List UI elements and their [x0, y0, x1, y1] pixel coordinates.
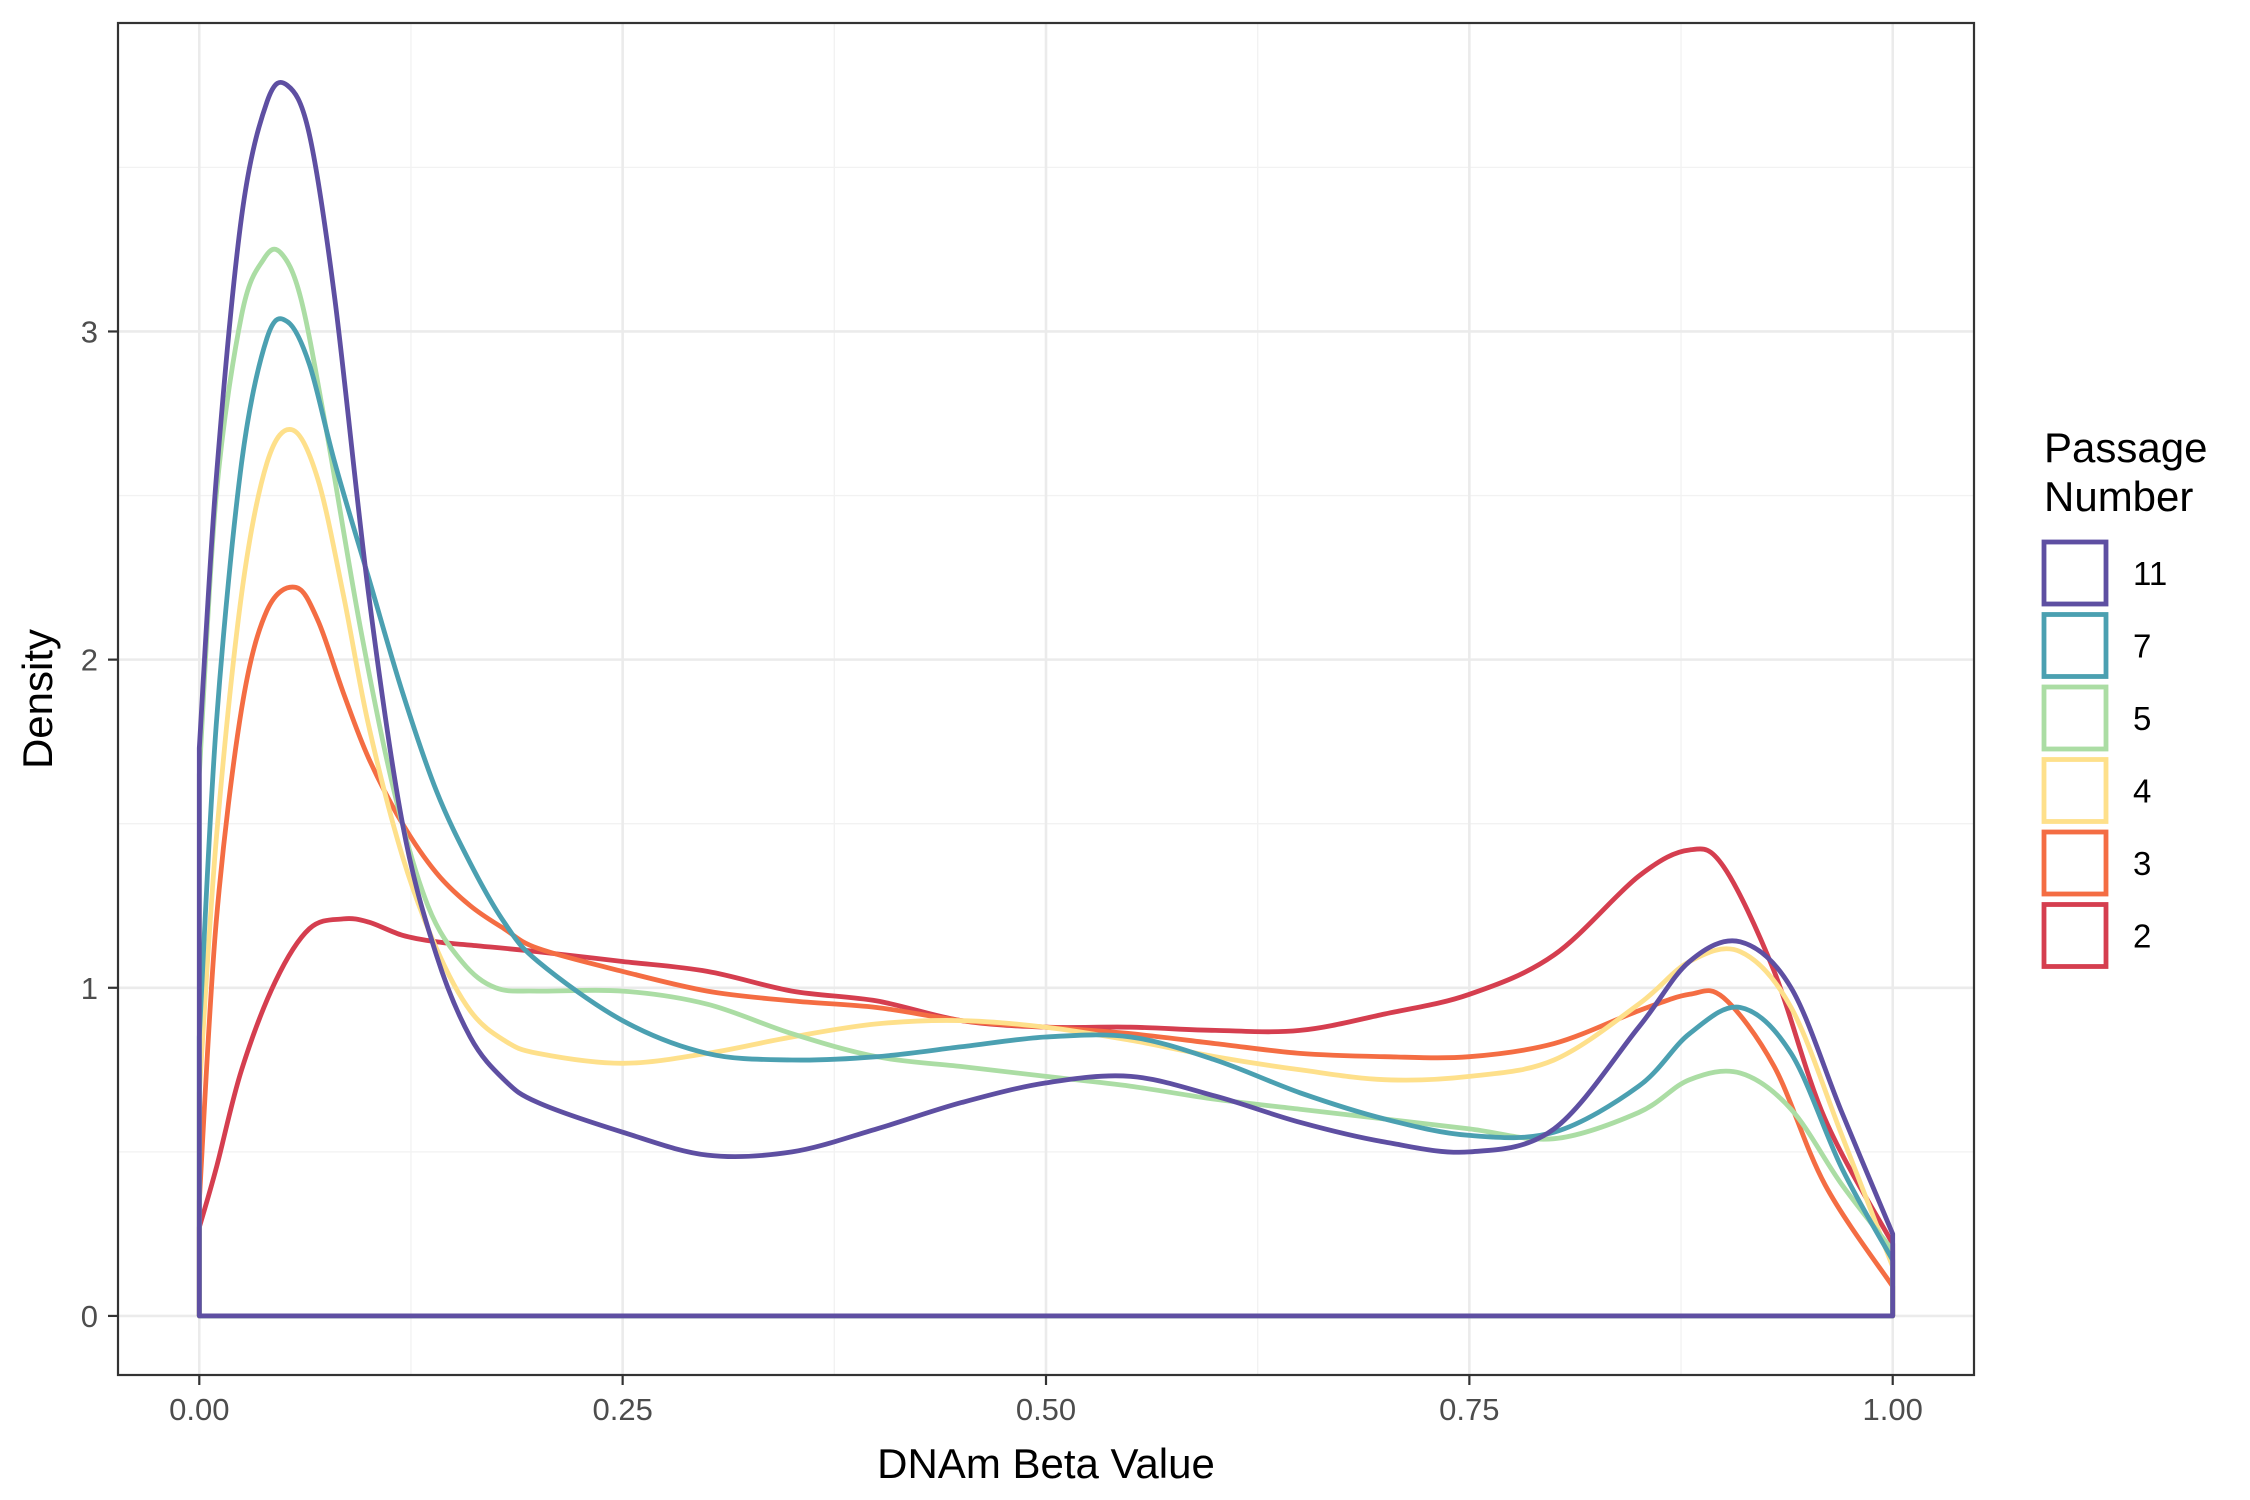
series-11-line: [196, 79, 1896, 1319]
legend-label-7: 7: [2133, 628, 2151, 665]
y-tick-label: 2: [81, 643, 98, 678]
legend-key-3: [2041, 829, 2109, 897]
x-tick-label: 0.00: [169, 1392, 229, 1427]
legend-key-7: [2041, 612, 2109, 679]
y-tick-label: 0: [81, 1299, 98, 1334]
legend: Passage Number 11 7 5 4 3 2: [2041, 424, 2207, 969]
legend-key-11: [2041, 539, 2109, 607]
y-tick-label: 3: [81, 314, 98, 349]
x-tick-label: 1.00: [1863, 1392, 1923, 1427]
x-tick-label: 0.25: [592, 1392, 652, 1427]
series-5-line: [196, 246, 1896, 1319]
legend-title-line-2: Number: [2044, 473, 2193, 520]
x-tick-label: 0.50: [1016, 1392, 1076, 1427]
series-layer: [196, 79, 1896, 1319]
legend-key-4: [2041, 757, 2109, 824]
y-axis-title: Density: [14, 629, 61, 769]
legend-label-11: 11: [2133, 555, 2167, 592]
legend-key-5: [2041, 684, 2109, 752]
x-axis: 0.00 0.25 0.50 0.75 1.00: [169, 1375, 1923, 1427]
legend-keys: 11 7 5 4 3 2: [2041, 539, 2167, 969]
x-axis-title: DNAm Beta Value: [877, 1440, 1215, 1487]
x-tick-label: 0.75: [1439, 1392, 1499, 1427]
series-4-line: [196, 427, 1896, 1319]
legend-label-5: 5: [2133, 700, 2151, 737]
y-axis: 0 1 2 3: [81, 314, 118, 1334]
legend-label-3: 3: [2133, 845, 2151, 882]
legend-label-2: 2: [2133, 918, 2151, 955]
legend-key-2: [2041, 902, 2109, 969]
series-7-line: [196, 316, 1896, 1319]
y-tick-label: 1: [81, 971, 98, 1006]
legend-label-4: 4: [2133, 773, 2151, 810]
legend-title-line-1: Passage: [2044, 424, 2207, 471]
